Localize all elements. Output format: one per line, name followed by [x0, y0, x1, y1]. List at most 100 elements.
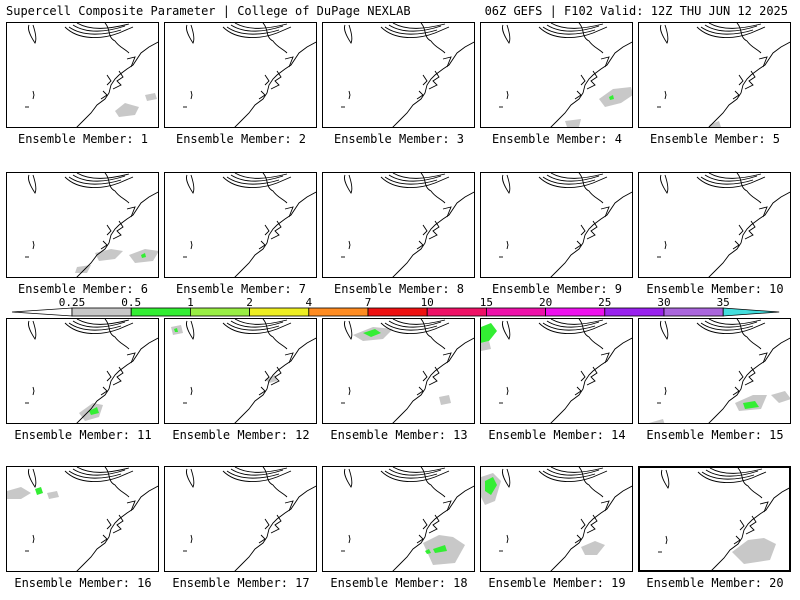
scp-map-15 [649, 319, 790, 423]
scp-map-18 [341, 467, 474, 571]
map-outline [25, 173, 158, 277]
color-scale-legend: 0.25 0.5 1 2 4 7 10 15 20 25 30 35 [0, 296, 800, 322]
map-outline [183, 173, 316, 277]
member-caption-1: Ensemble Member: 1 [17, 132, 149, 146]
legend-tick-label: 15 [480, 296, 493, 309]
ensemble-panel-8[interactable] [322, 172, 475, 278]
legend-tick-label: 25 [598, 296, 611, 309]
scp-map-19 [481, 467, 632, 571]
legend-tick-label: 2 [246, 296, 253, 309]
scp-fill-green [425, 549, 431, 554]
scp-fill-gray [709, 121, 721, 127]
member-caption-16: Ensemble Member: 16 [14, 576, 152, 590]
ensemble-panel-1[interactable] [6, 22, 159, 128]
legend-color-bin [130, 307, 191, 317]
scp-fill-green [35, 487, 43, 495]
ensemble-panel-19[interactable] [480, 466, 633, 572]
ensemble-panel-17[interactable] [164, 466, 317, 572]
scp-map-20 [658, 468, 789, 570]
legend-tick-label: 10 [421, 296, 434, 309]
ensemble-panel-14[interactable] [480, 318, 633, 424]
scp-fill-gray [599, 87, 632, 107]
map-outline [341, 23, 474, 127]
member-caption-10: Ensemble Member: 10 [646, 282, 784, 296]
header-title-left: Supercell Composite Parameter | College … [6, 4, 411, 18]
member-caption-17: Ensemble Member: 17 [172, 576, 310, 590]
scp-fill-green [433, 545, 447, 553]
member-caption-14: Ensemble Member: 14 [488, 428, 626, 442]
member-caption-12: Ensemble Member: 12 [172, 428, 310, 442]
ensemble-panel-20[interactable] [638, 466, 791, 572]
ensemble-panel-5[interactable] [638, 22, 791, 128]
legend-color-bin [189, 307, 250, 317]
scp-map-6 [25, 173, 158, 277]
scp-fill-gray [649, 419, 665, 423]
member-caption-6: Ensemble Member: 6 [17, 282, 149, 296]
ensemble-panel-12[interactable] [164, 318, 317, 424]
member-caption-5: Ensemble Member: 5 [649, 132, 781, 146]
scp-map-14 [481, 319, 632, 423]
ensemble-panel-15[interactable] [638, 318, 791, 424]
scp-fill-green [743, 401, 759, 409]
legend-tick-label: 30 [657, 296, 670, 309]
scp-fill-gray [145, 93, 157, 101]
scp-map-4 [499, 23, 632, 127]
ensemble-panel-7[interactable] [164, 172, 317, 278]
ensemble-panel-10[interactable] [638, 172, 791, 278]
member-caption-2: Ensemble Member: 2 [175, 132, 307, 146]
legend-tick-label: 0.25 [59, 296, 86, 309]
member-caption-7: Ensemble Member: 7 [175, 282, 307, 296]
map-outline [25, 319, 158, 423]
scp-fill-gray [581, 541, 605, 555]
scp-fill-gray [47, 491, 59, 499]
legend-under-range-wedge [11, 307, 73, 317]
ensemble-panel-16[interactable] [6, 466, 159, 572]
scp-map-11 [25, 319, 158, 423]
member-caption-9: Ensemble Member: 9 [491, 282, 623, 296]
scp-map-13 [341, 319, 474, 423]
scp-map-16 [7, 467, 158, 571]
map-outline [183, 23, 316, 127]
map-outline [183, 467, 316, 571]
legend-tick-label: 4 [305, 296, 312, 309]
map-outline [341, 319, 474, 423]
ensemble-panel-4[interactable] [480, 22, 633, 128]
legend-color-bin [71, 307, 132, 317]
header-valid-time: 06Z GEFS | F102 Valid: 12Z THU JUN 12 20… [484, 4, 788, 18]
legend-color-bin [308, 307, 369, 317]
ensemble-panel-3[interactable] [322, 22, 475, 128]
scp-fill-gray [7, 487, 31, 499]
scp-fill-gray [265, 375, 277, 383]
scp-map-17 [183, 467, 316, 571]
scp-fill-green [609, 95, 614, 100]
ensemble-panel-13[interactable] [322, 318, 475, 424]
ensemble-panel-11[interactable] [6, 318, 159, 424]
ensemble-panel-9[interactable] [480, 172, 633, 278]
ensemble-panel-6[interactable] [6, 172, 159, 278]
map-outline [25, 23, 158, 127]
map-outline [657, 173, 790, 277]
ensemble-panel-2[interactable] [164, 22, 317, 128]
ensemble-panel-18[interactable] [322, 466, 475, 572]
map-outline [499, 467, 632, 571]
member-caption-13: Ensemble Member: 13 [330, 428, 468, 442]
scp-fill-gray [95, 249, 123, 261]
legend-tick-label: 35 [717, 296, 730, 309]
scp-map-8 [341, 173, 474, 277]
map-outline [25, 467, 158, 571]
member-caption-4: Ensemble Member: 4 [491, 132, 623, 146]
scp-fill-gray [439, 395, 451, 405]
legend-tick-label: 20 [539, 296, 552, 309]
member-caption-15: Ensemble Member: 15 [646, 428, 784, 442]
member-caption-18: Ensemble Member: 18 [330, 576, 468, 590]
legend-tick-label: 7 [365, 296, 372, 309]
scp-fill-green [174, 328, 178, 332]
map-outline [657, 319, 790, 423]
member-caption-20: Ensemble Member: 20 [646, 576, 784, 590]
scp-map-10 [657, 173, 790, 277]
map-outline [499, 23, 632, 127]
member-caption-11: Ensemble Member: 11 [14, 428, 152, 442]
scp-fill-gray [771, 391, 790, 403]
map-outline [658, 468, 789, 570]
map-outline [499, 173, 632, 277]
